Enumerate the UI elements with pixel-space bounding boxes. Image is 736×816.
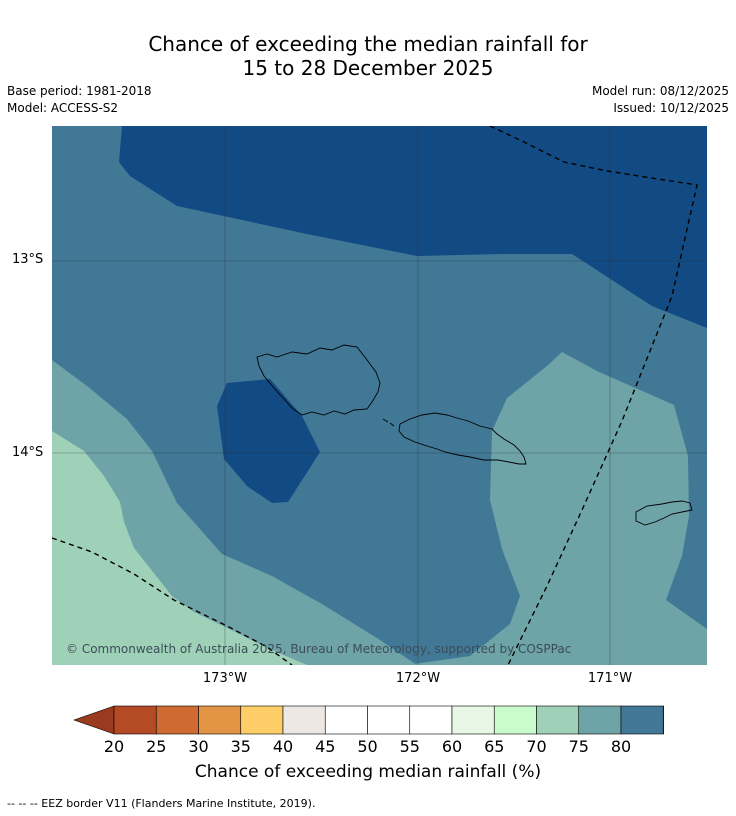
colorbar-tick-label: 20 — [103, 737, 125, 756]
colorbar-tick-label: 75 — [568, 737, 589, 756]
colorbar-cells — [73, 705, 664, 735]
colorbar-under-arrow — [73, 705, 115, 735]
colorbar-cell — [578, 705, 622, 735]
colorbar-tick-label: 80 — [610, 737, 632, 756]
colorbar-cell — [324, 705, 368, 735]
colorbar-cell — [240, 705, 284, 735]
issued-date: Issued: 10/12/2025 — [613, 101, 729, 115]
zone-70-75-east — [407, 352, 707, 665]
colorbar-tick-label: 45 — [315, 737, 336, 756]
manono-island — [382, 418, 389, 423]
eez-border — [52, 126, 698, 665]
colorbar — [73, 705, 664, 735]
map-title-line-2: 15 to 28 December 2025 — [242, 56, 494, 80]
colorbar-cell — [620, 705, 664, 735]
eez-border-southwest — [52, 537, 293, 665]
rainfall-map: © Commonwealth of Australia 2025, Bureau… — [52, 126, 707, 665]
map-copyright: © Commonwealth of Australia 2025, Bureau… — [66, 642, 571, 656]
model-run: Model run: 08/12/2025 — [591, 84, 729, 98]
base-period: Base period: 1981-2018 — [7, 84, 152, 98]
colorbar-tick-label: 25 — [146, 737, 167, 756]
colorbar-label: Chance of exceeding median rainfall (%) — [194, 762, 542, 782]
lon-label-172w: 172°W — [395, 671, 441, 686]
lat-label-13s: 13°S — [12, 252, 44, 267]
eez-legend: -- -- -- EEZ border V11 (Flanders Marine… — [7, 797, 316, 810]
colorbar-tick-label: 30 — [188, 737, 209, 756]
eez-border-east — [489, 126, 698, 665]
colorbar-over-arrow — [662, 705, 664, 735]
tutuila-island — [635, 500, 693, 526]
colorbar-cell — [409, 705, 453, 735]
colorbar-cell — [536, 705, 580, 735]
colorbar-tick-label: 70 — [526, 737, 547, 756]
colorbar-cell — [155, 705, 199, 735]
model-name: Model: ACCESS-S2 — [7, 101, 119, 115]
colorbar-tick-label: 35 — [230, 737, 251, 756]
lon-label-171w: 171°W — [587, 671, 633, 686]
zone-gt80-north — [119, 126, 707, 328]
islands — [256, 344, 693, 526]
colorbar-tick-label: 65 — [484, 737, 505, 756]
colorbar-tick-label: 55 — [399, 737, 420, 756]
map-title-line-1: Chance of exceeding the median rainfall … — [148, 32, 588, 56]
colorbar-cell — [451, 705, 495, 735]
savaii-island — [256, 344, 381, 416]
lat-label-14s: 14°S — [12, 445, 44, 460]
apolima-island — [389, 422, 395, 427]
graticule — [52, 126, 707, 665]
colorbar-cell — [113, 705, 157, 735]
zone-65-70-southwest — [52, 431, 307, 665]
colorbar-tick-label: 50 — [357, 737, 378, 756]
colorbar-cell — [493, 705, 537, 735]
colorbar-cell — [367, 705, 411, 735]
colorbar-cell — [198, 705, 242, 735]
colorbar-tick-label: 40 — [272, 737, 294, 756]
colorbar-tick-label: 60 — [441, 737, 463, 756]
upolu-island — [398, 412, 527, 465]
lon-label-173w: 173°W — [202, 671, 248, 686]
colorbar-cell — [282, 705, 326, 735]
